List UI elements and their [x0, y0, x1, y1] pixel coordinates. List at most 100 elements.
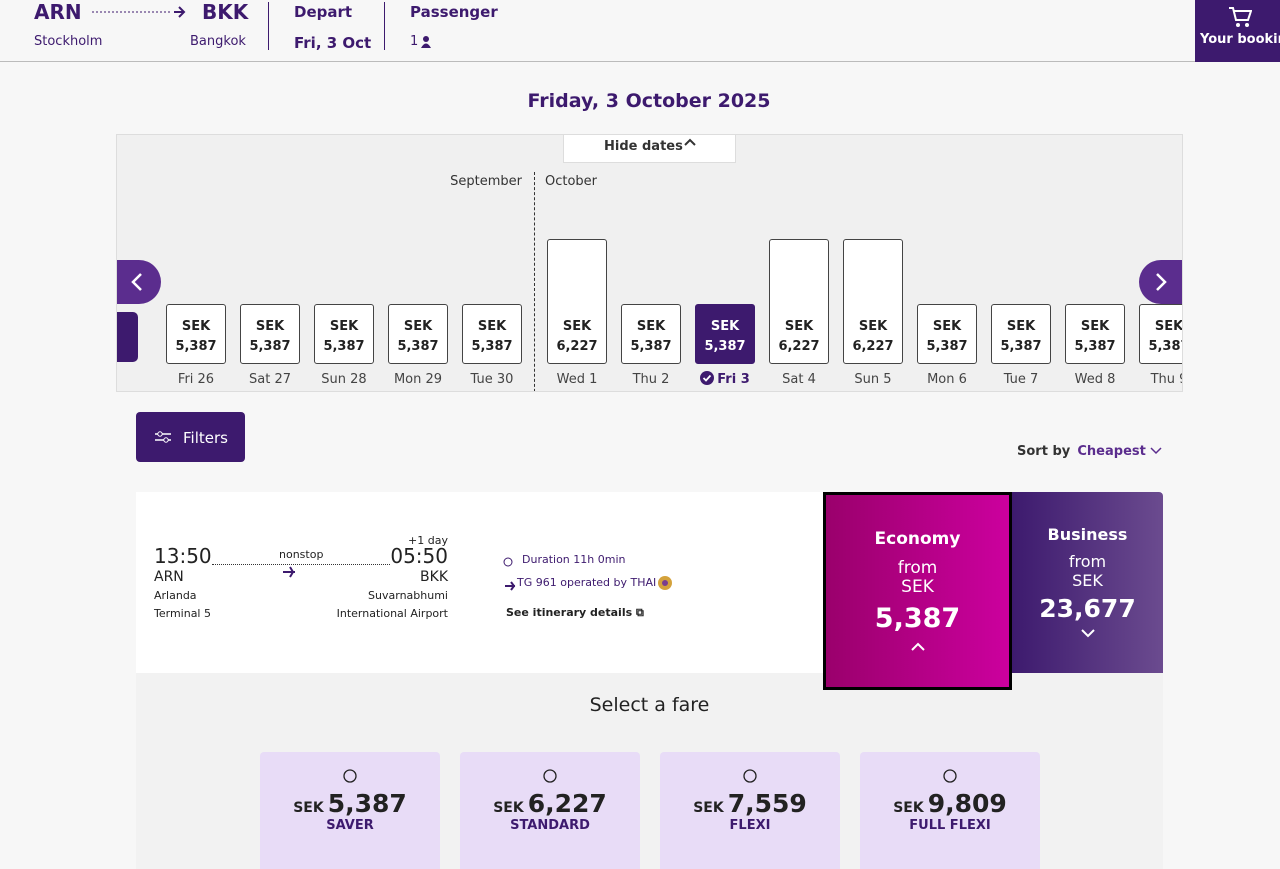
- date-price: 5,387: [1000, 339, 1042, 354]
- date-day-label: Fri 26: [177, 372, 215, 387]
- filters-label: Filters: [183, 429, 228, 447]
- plane-icon: [283, 566, 295, 578]
- fare-option[interactable]: SEK 6,227 STANDARD: [460, 752, 640, 869]
- chevron-right: [1156, 273, 1167, 291]
- chevron-down: [1080, 629, 1095, 638]
- sort-control[interactable]: Sort by Cheapest: [1017, 444, 1162, 459]
- hide-dates-label: Hide dates: [604, 139, 683, 154]
- prev-dates-button[interactable]: [117, 312, 138, 362]
- operator: TG 961 operated by THAI: [517, 576, 657, 589]
- cabin-price: 5,387: [874, 603, 961, 634]
- cart-label: Your booking: [1200, 32, 1280, 47]
- date-option[interactable]: SEK 5,387: [388, 304, 448, 364]
- date-day-label: Thu 9: [1150, 372, 1182, 387]
- fare-price: 5,387: [327, 789, 407, 818]
- fare-name: FULL FLEXI: [909, 818, 991, 833]
- date-option[interactable]: SEK 5,387: [240, 304, 300, 364]
- person-icon: [421, 36, 431, 48]
- date-day: Sat 27: [230, 372, 310, 387]
- fare-price-row: SEK 9,809: [860, 789, 1040, 818]
- chevron-down: [1150, 447, 1162, 455]
- fare-option[interactable]: SEK 9,809 FULL FLEXI: [860, 752, 1040, 869]
- itinerary-label: See itinerary details: [506, 606, 633, 619]
- date-option[interactable]: SEK 5,387: [1139, 304, 1182, 364]
- date-option[interactable]: SEK 5,387: [462, 304, 522, 364]
- date-option[interactable]: SEK 6,227: [769, 239, 829, 364]
- date-heading: Friday, 3 October 2025: [527, 90, 771, 112]
- fare-currency: SEK: [293, 800, 324, 816]
- airline-logo: [658, 576, 672, 590]
- date-currency: SEK: [636, 319, 666, 334]
- date-day-label: Sat 4: [782, 372, 816, 387]
- date-currency: SEK: [562, 319, 592, 334]
- plane-icon: [505, 581, 516, 591]
- date-option[interactable]: SEK 5,387: [991, 304, 1051, 364]
- arrival-time: 05:50: [390, 544, 448, 568]
- destination-code: BKK: [202, 0, 249, 24]
- fare-name: FLEXI: [729, 818, 771, 833]
- date-currency: SEK: [329, 319, 359, 334]
- next-arrow[interactable]: [1139, 260, 1182, 304]
- cabin-from: from: [897, 558, 938, 578]
- cart-button[interactable]: Your booking: [1195, 0, 1280, 62]
- chevron-up: [910, 642, 925, 651]
- date-day-label: Sun 5: [854, 372, 892, 387]
- date-option[interactable]: SEK 5,387: [621, 304, 681, 364]
- business-cabin[interactable]: Business from SEK 23,677: [1012, 492, 1163, 673]
- fare-currency: SEK: [693, 800, 724, 816]
- date-currency: SEK: [1006, 319, 1036, 334]
- date-option[interactable]: SEK 5,387: [917, 304, 977, 364]
- fare-price-row: SEK 7,559: [660, 789, 840, 818]
- arrival-code: BKK: [420, 569, 448, 585]
- economy-cabin[interactable]: Economy from SEK 5,387: [823, 492, 1012, 690]
- date-day-label: Fri 3: [717, 372, 750, 387]
- header: ARN BKK Stockholm Bangkok Depart Fri, 3 …: [0, 0, 1280, 62]
- separator: [268, 2, 269, 50]
- radio-button[interactable]: [543, 769, 557, 783]
- radio-button[interactable]: [943, 769, 957, 783]
- date-currency: SEK: [1080, 319, 1110, 334]
- clock-icon: [503, 557, 513, 567]
- date-currency: SEK: [784, 319, 814, 334]
- date-day: Mon 6: [907, 372, 987, 387]
- passenger-count: 1: [410, 34, 419, 49]
- filters-button[interactable]: Filters: [136, 412, 245, 462]
- date-day: Tue 7: [981, 372, 1061, 387]
- depart-date: Fri, 3 Oct: [294, 34, 372, 52]
- date-day: Mon 29: [378, 372, 458, 387]
- date-currency: SEK: [858, 319, 888, 334]
- date-option[interactable]: SEK 6,227: [843, 239, 903, 364]
- cabin-name: Economy: [874, 529, 961, 549]
- fare-currency: SEK: [893, 800, 924, 816]
- date-price: 5,387: [175, 339, 217, 354]
- route-line: [92, 6, 186, 18]
- origin-code: ARN: [34, 0, 82, 24]
- date-option[interactable]: SEK 5,387: [314, 304, 374, 364]
- fare-name: STANDARD: [510, 818, 590, 833]
- fare-price-row: SEK 6,227: [460, 789, 640, 818]
- date-price: 5,387: [471, 339, 513, 354]
- sort-label: Sort by: [1017, 444, 1071, 459]
- date-day-label: Sat 27: [249, 372, 291, 387]
- date-option[interactable]: SEK 5,387: [166, 304, 226, 364]
- date-day: Fri 3: [685, 371, 765, 387]
- fare-option[interactable]: SEK 7,559 FLEXI: [660, 752, 840, 869]
- date-strip: Hide dates September October SEK 5,387 Fri…: [116, 134, 1183, 392]
- date-option[interactable]: SEK 5,387: [695, 304, 755, 364]
- date-price: 5,387: [1074, 339, 1116, 354]
- hide-dates-button[interactable]: Hide dates: [563, 135, 736, 163]
- date-price: 6,227: [556, 339, 598, 354]
- fare-name: SAVER: [326, 818, 374, 833]
- itinerary-link[interactable]: See itinerary details ⧉: [506, 606, 644, 619]
- date-day-label: Mon 29: [393, 372, 443, 387]
- date-option[interactable]: SEK 6,227: [547, 239, 607, 364]
- date-currency: SEK: [932, 319, 962, 334]
- fare-option[interactable]: SEK 5,387 SAVER: [260, 752, 440, 869]
- radio-button[interactable]: [743, 769, 757, 783]
- prev-arrow[interactable]: [117, 260, 161, 304]
- departure-airport: Arlanda: [154, 589, 197, 602]
- depart-label: Depart: [294, 3, 353, 21]
- date-option[interactable]: SEK 5,387: [1065, 304, 1125, 364]
- route-line: [212, 564, 390, 565]
- radio-button[interactable]: [343, 769, 357, 783]
